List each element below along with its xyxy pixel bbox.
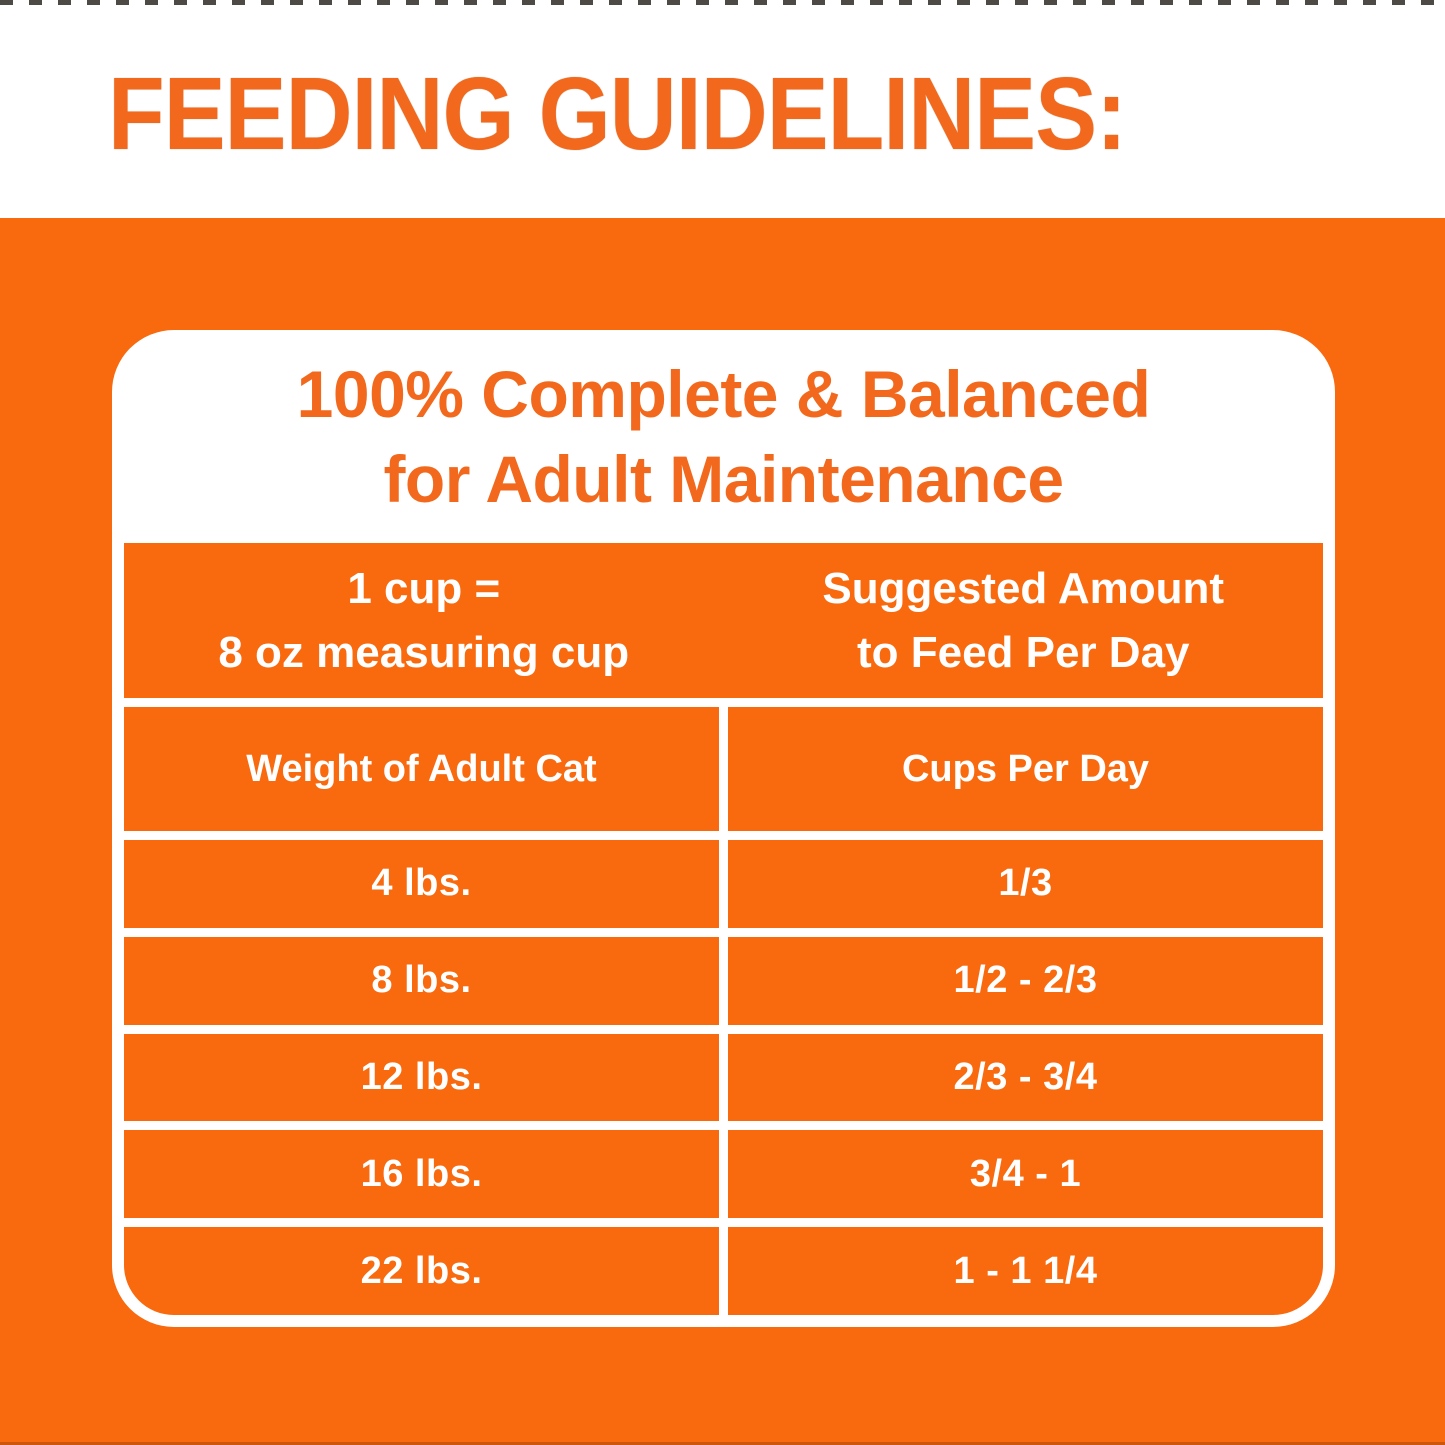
feeding-table: 1 cup = 8 oz measuring cup Suggested Amo… [124,543,1323,1315]
weight-cell: 22 lbs. [124,1227,719,1315]
cups-cell: 1/3 [728,840,1323,928]
weight-cell: 4 lbs. [124,840,719,928]
orange-panel: 100% Complete & Balanced for Adult Maint… [0,218,1445,1445]
suggested-amount-line1: Suggested Amount [822,563,1225,613]
weight-cell: 12 lbs. [124,1033,719,1122]
card-heading-line2: for Adult Maintenance [383,441,1064,516]
table-row: 4 lbs. 1/3 [124,840,1323,928]
page-title: FEEDING GUIDELINES: [108,56,1127,171]
cup-definition-line2: 8 oz measuring cup [218,627,630,677]
card-heading-line1: 100% Complete & Balanced [296,357,1151,432]
card-heading: 100% Complete & Balanced for Adult Maint… [124,330,1323,543]
weight-cell: 16 lbs. [124,1130,719,1219]
cup-definition-line1: 1 cup = [347,563,501,613]
cups-cell: 1/2 - 2/3 [728,936,1323,1025]
guidelines-card: 100% Complete & Balanced for Adult Maint… [112,330,1335,1327]
title-band: FEEDING GUIDELINES: [0,0,1445,218]
table-row: 12 lbs. 2/3 - 3/4 [124,1033,1323,1122]
weight-cell: 8 lbs. [124,936,719,1025]
table-row: 22 lbs. 1 - 1 1/4 [124,1227,1323,1315]
suggested-amount-header: Suggested Amount to Feed Per Day [724,543,1324,698]
table-row: 8 lbs. 1/2 - 2/3 [124,936,1323,1025]
cups-cell: 3/4 - 1 [728,1130,1323,1219]
torn-edge-artifact [0,0,1445,5]
suggested-amount-line2: to Feed Per Day [856,627,1190,677]
cups-cell: 2/3 - 3/4 [728,1033,1323,1122]
weight-column-header: Weight of Adult Cat [124,707,719,831]
cups-cell: 1 - 1 1/4 [728,1227,1323,1315]
cups-column-header: Cups Per Day [728,707,1323,831]
bottom-edge-shadow [0,1442,1445,1445]
table-header-row: 1 cup = 8 oz measuring cup Suggested Amo… [124,543,1323,698]
table-subheader-row: Weight of Adult Cat Cups Per Day [124,707,1323,831]
cup-definition-header: 1 cup = 8 oz measuring cup [124,543,724,698]
table-row: 16 lbs. 3/4 - 1 [124,1130,1323,1219]
